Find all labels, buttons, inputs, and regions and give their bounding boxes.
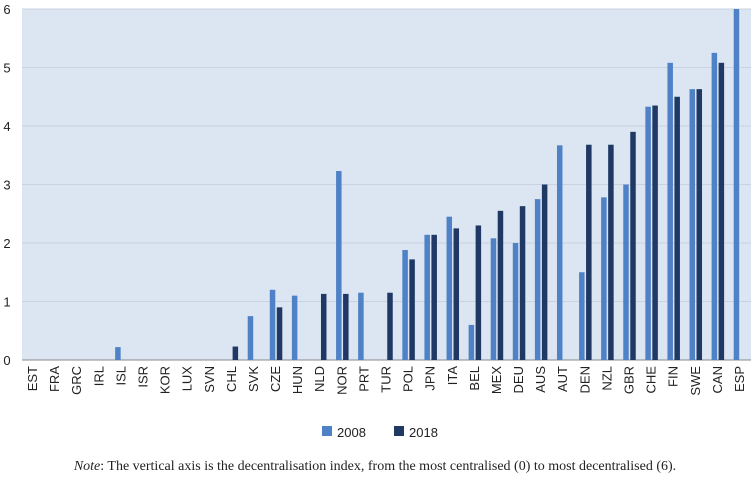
bar: [247, 316, 254, 360]
x-tick-label: NOR: [334, 366, 349, 395]
bar: [468, 324, 475, 360]
y-tick-label: 3: [3, 178, 10, 193]
bar: [652, 105, 658, 361]
x-tick-label: NLD: [312, 366, 327, 392]
x-tick-label: BEL: [467, 366, 482, 391]
bar: [519, 206, 526, 360]
y-tick-label: 0: [3, 353, 10, 368]
bar: [556, 145, 563, 360]
bar: [689, 89, 696, 361]
x-tick-label: LUX: [180, 366, 195, 392]
x-tick-label: SVN: [202, 366, 217, 393]
x-tick-label: SWE: [688, 366, 703, 396]
bar: [291, 295, 298, 360]
y-tick-label: 6: [3, 2, 10, 17]
x-tick-label: MEX: [489, 366, 504, 395]
legend-label: 2018: [409, 425, 438, 440]
bar: [409, 259, 415, 360]
bar: [490, 238, 497, 360]
bar: [711, 52, 718, 360]
bar: [645, 106, 651, 360]
bar: [232, 346, 239, 360]
x-tick-label: KOR: [158, 366, 173, 394]
bar: [387, 292, 393, 360]
y-tick-label: 1: [3, 295, 10, 310]
bar: [115, 347, 121, 360]
x-tick-label: ISL: [113, 366, 128, 386]
bar: [475, 225, 482, 360]
x-tick-label: HUN: [290, 366, 305, 394]
x-tick-label: TUR: [379, 366, 394, 393]
x-tick-label: CAN: [710, 366, 725, 393]
bar: [276, 307, 283, 360]
x-tick-label: POL: [401, 366, 416, 392]
y-tick-label: 2: [3, 236, 10, 251]
bar: [269, 289, 276, 360]
x-tick-label: ESP: [732, 366, 747, 392]
x-tick-label: CZE: [268, 366, 283, 392]
x-tick-label: AUS: [533, 366, 548, 393]
bar: [608, 144, 614, 360]
x-tick-label: GRC: [69, 366, 84, 395]
bar: [601, 197, 607, 360]
bar: [446, 216, 453, 360]
legend-label: 2008: [337, 425, 366, 440]
bar: [358, 292, 364, 360]
x-tick-label: NZL: [599, 366, 614, 391]
y-tick-label: 5: [3, 61, 10, 76]
x-tick-label: SVK: [246, 366, 261, 392]
bar: [579, 272, 585, 360]
bar: [674, 96, 680, 360]
bar: [541, 184, 548, 360]
x-tick-label: CHE: [644, 366, 659, 394]
legend-swatch: [322, 426, 332, 436]
bar: [534, 199, 541, 360]
x-tick-label: FIN: [666, 366, 681, 387]
x-tick-label: ITA: [445, 366, 460, 386]
x-tick-label: GBR: [622, 366, 637, 394]
x-tick-label: JPN: [423, 366, 438, 391]
bar: [431, 234, 437, 360]
x-tick-label: IRL: [91, 366, 106, 386]
note-text: : The vertical axis is the decentralisat…: [100, 459, 676, 474]
bar: [696, 89, 703, 361]
note-label: Note: [73, 459, 100, 474]
x-tick-label: CHL: [224, 366, 239, 392]
bar: [512, 243, 519, 360]
bar: [343, 293, 349, 360]
x-tick-label: DEU: [511, 366, 526, 393]
x-tick-label: ISR: [136, 366, 151, 388]
bar: [424, 234, 430, 360]
bar: [320, 293, 327, 360]
bar: [402, 250, 408, 360]
legend-swatch: [394, 426, 404, 436]
bar: [733, 9, 740, 360]
x-tick-label: FRA: [47, 366, 62, 392]
bar: [586, 144, 592, 360]
bar: [497, 210, 504, 360]
x-tick-label: DEN: [577, 366, 592, 393]
bar: [630, 131, 636, 360]
bar: [336, 171, 342, 360]
x-tick-label: EST: [25, 366, 40, 391]
bar: [667, 62, 673, 360]
y-tick-label: 4: [3, 119, 10, 134]
bar: [718, 62, 725, 360]
bar: [453, 228, 460, 360]
note: Note: The vertical axis is the decentral…: [73, 459, 676, 474]
bar: [623, 184, 629, 360]
x-tick-label: PRT: [356, 366, 371, 392]
x-tick-label: AUT: [555, 366, 570, 392]
